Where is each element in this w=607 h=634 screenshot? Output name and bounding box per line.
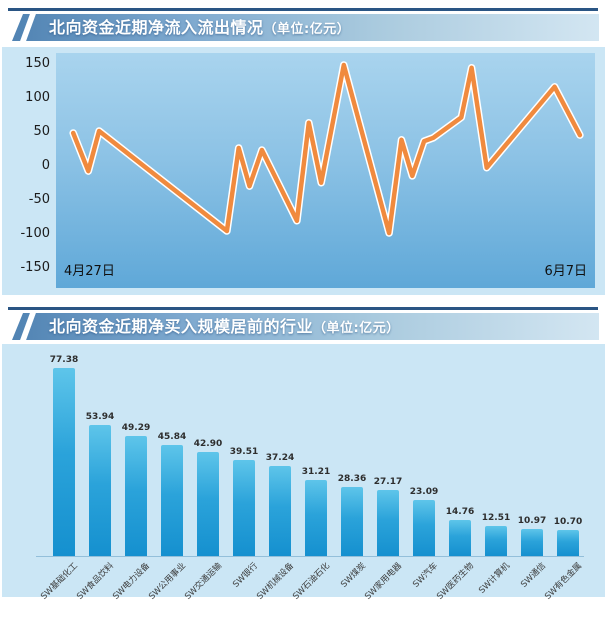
bar	[557, 530, 579, 556]
y-axis-tick-label: 50	[33, 124, 50, 139]
line-plot-area: 4月27日 6月7日	[56, 53, 595, 288]
bar	[161, 445, 183, 556]
bar-value-label: 23.09	[409, 487, 439, 497]
bar	[305, 480, 327, 556]
bar-value-label: 28.36	[337, 474, 367, 484]
bar-value-label: 77.38	[49, 355, 79, 365]
bar-category-label: SW机械设备	[255, 561, 297, 602]
bar-value-label: 49.29	[121, 423, 151, 433]
bar	[269, 466, 291, 556]
bar-chart-title-unit: （单位:亿元）	[313, 321, 400, 336]
bar	[377, 490, 399, 556]
bar-value-label: 37.24	[265, 453, 295, 463]
bar-value-label: 27.17	[373, 477, 403, 487]
top-rule	[8, 8, 598, 11]
bar-chart-title-main: 北向资金近期净买入规模居前的行业	[49, 317, 314, 336]
line-chart-title-main: 北向资金近期净流入流出情况	[49, 18, 264, 37]
y-axis-tick-label: -150	[20, 260, 50, 275]
bar-category-label: SW基础化工	[39, 561, 81, 602]
bar	[413, 500, 435, 556]
bar-chart-title-bar: 北向资金近期净买入规模居前的行业（单位:亿元）	[12, 313, 599, 340]
line-chart-title-unit: （单位:亿元）	[263, 22, 351, 37]
net-flow-line-chart	[69, 61, 584, 237]
bar-category-label: SW计算机	[477, 561, 513, 596]
x-end-label: 6月7日	[544, 264, 587, 279]
bar	[521, 529, 543, 556]
line-chart-title-bar: 北向资金近期净流入流出情况（单位:亿元）	[12, 14, 599, 41]
bar	[125, 436, 147, 556]
bar-category-label: SW石油石化	[291, 561, 333, 602]
bar	[449, 520, 471, 556]
bar-value-label: 53.94	[85, 412, 115, 422]
bar-value-label: 12.51	[481, 513, 511, 523]
bar-category-label: SW公用事业	[147, 561, 189, 602]
y-axis-tick-label: -100	[20, 226, 50, 241]
y-axis-tick-label: 150	[25, 56, 50, 71]
bar-category-label: SW汽车	[411, 561, 441, 590]
bar-category-label: SW通信	[519, 561, 549, 590]
bar	[485, 526, 507, 556]
bar-chart-title: 北向资金近期净买入规模居前的行业（单位:亿元）	[49, 313, 400, 340]
y-axis-tick-label: -50	[28, 192, 50, 207]
y-axis-tick-label: 100	[25, 90, 50, 105]
bar	[53, 368, 75, 556]
bar-value-label: 14.76	[445, 507, 475, 517]
net-flow-line	[70, 62, 583, 236]
y-axis-tick-label: 0	[41, 158, 50, 173]
bar-category-label: SW食品饮料	[75, 561, 117, 602]
middle-rule	[8, 307, 598, 310]
bar-category-label: SW有色金属	[543, 561, 585, 602]
x-axis-line	[36, 556, 584, 557]
line-chart-title: 北向资金近期净流入流出情况（单位:亿元）	[49, 14, 351, 41]
bar-value-label: 10.70	[553, 517, 583, 527]
bar-value-label: 10.97	[517, 516, 547, 526]
bar-value-label: 31.21	[301, 467, 331, 477]
bar	[89, 425, 111, 556]
bar-category-label: SW家用电器	[363, 561, 405, 602]
bar-value-label: 45.84	[157, 432, 187, 442]
bar-category-label: SW电力设备	[111, 561, 153, 602]
bar-category-label: SW煤炭	[339, 561, 369, 590]
bar	[197, 452, 219, 556]
bar	[233, 460, 255, 556]
line-chart-panel: 150 100 50 0 -50 -100 -150 4月27日 6月7日	[2, 47, 605, 295]
bar-value-label: 42.90	[193, 439, 223, 449]
bar-chart-panel: 77.38 SW基础化工 53.94 SW食品饮料 49.29 SW电力设备 45.84 SW…	[2, 344, 605, 602]
bar-category-label: SW银行	[231, 561, 261, 590]
x-start-label: 4月27日	[64, 264, 115, 279]
bar-category-label: SW交通运输	[183, 561, 225, 602]
bar	[341, 487, 363, 556]
bar-category-label: SW医药生物	[435, 561, 477, 602]
bar-value-label: 39.51	[229, 447, 259, 457]
